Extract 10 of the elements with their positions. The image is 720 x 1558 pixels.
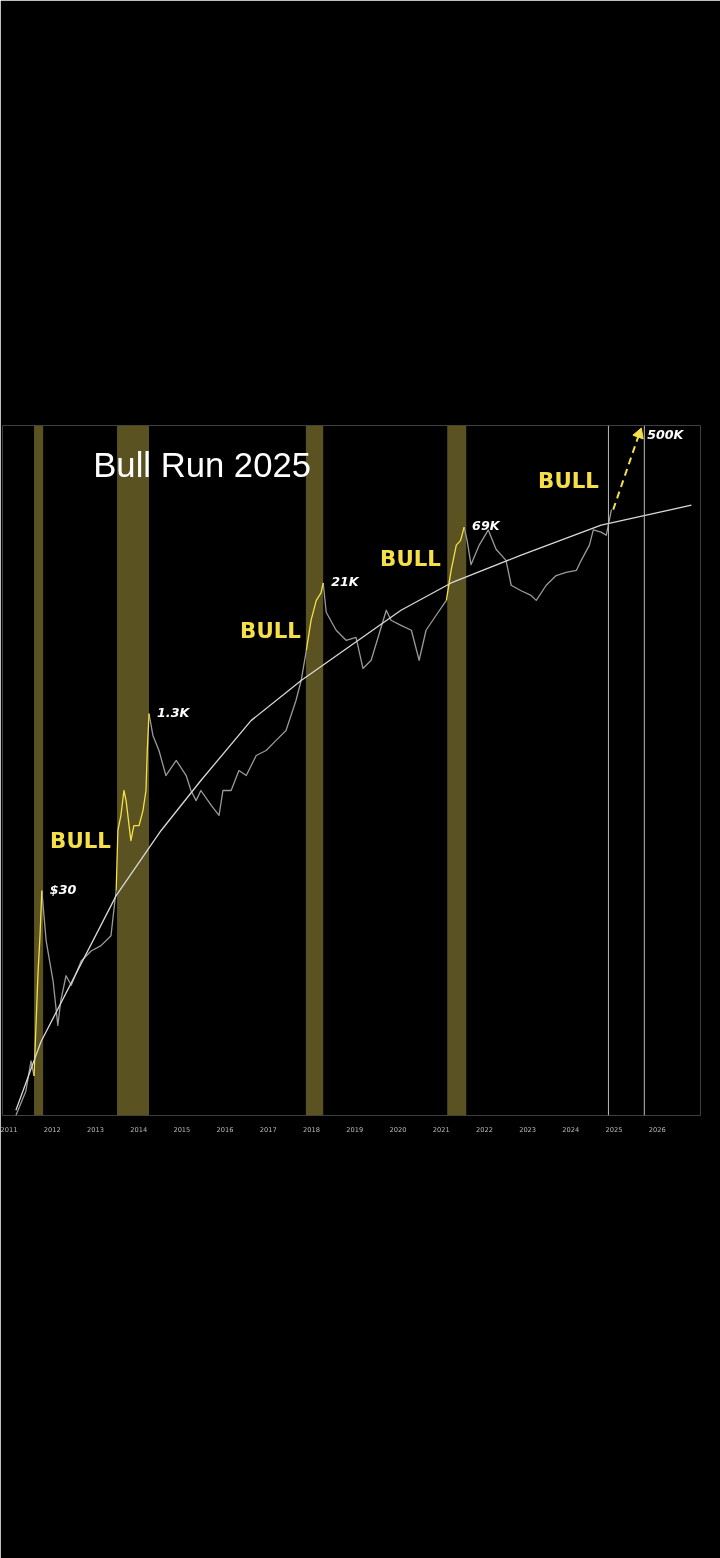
annotation: BULL	[538, 468, 599, 493]
text: Bull Run 2025	[93, 446, 311, 485]
data-label: 69K	[472, 518, 501, 534]
annotation: BULL	[50, 828, 111, 853]
data-label: 21K	[331, 573, 360, 589]
data-label: $30	[49, 881, 77, 897]
data-label: 1.3K	[157, 704, 191, 720]
data-label: 500K	[647, 427, 685, 443]
annotation: BULL	[380, 546, 441, 571]
annotation: BULL	[240, 618, 301, 643]
